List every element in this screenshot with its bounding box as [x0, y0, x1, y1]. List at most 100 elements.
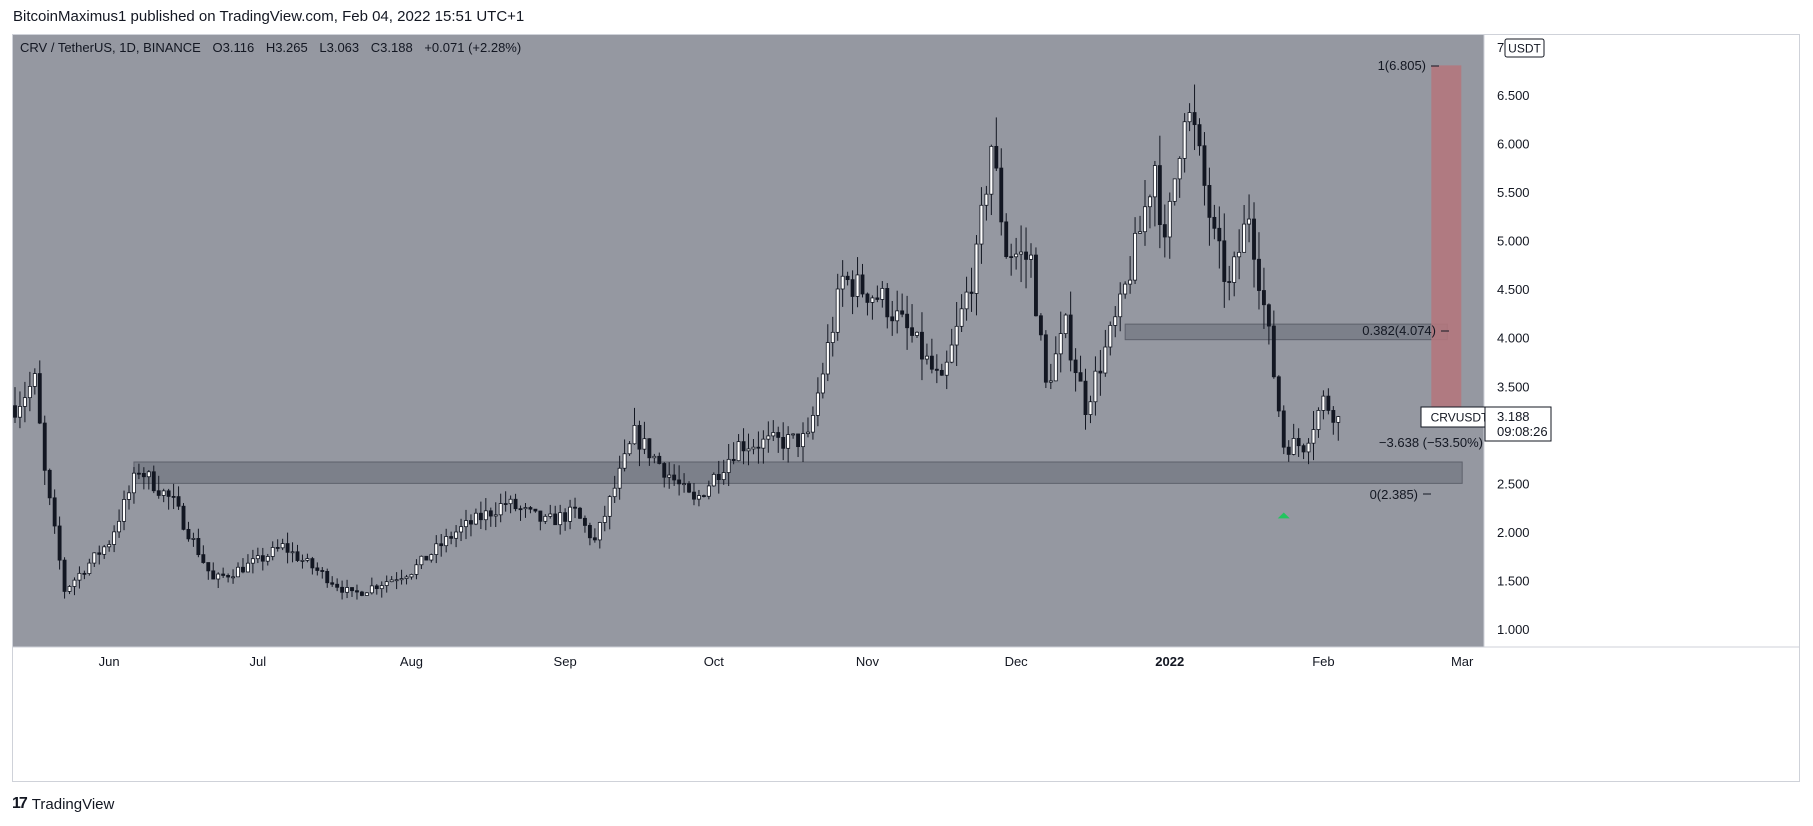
candle[interactable] — [781, 422, 786, 461]
candle[interactable] — [389, 576, 394, 583]
candle[interactable] — [340, 580, 345, 600]
candle[interactable] — [1316, 407, 1321, 438]
chart-frame[interactable]: CRV / TetherUS, 1D, BINANCE O3.116 H3.26… — [12, 34, 1800, 782]
candle[interactable] — [672, 464, 677, 486]
candle[interactable] — [498, 493, 503, 523]
candle[interactable] — [1123, 281, 1128, 299]
candle[interactable] — [974, 235, 979, 316]
candle[interactable] — [1232, 251, 1237, 297]
candle[interactable] — [1311, 411, 1316, 461]
candle[interactable] — [890, 300, 895, 336]
candle[interactable] — [394, 572, 399, 590]
candle[interactable] — [236, 562, 240, 578]
candle[interactable] — [692, 483, 696, 506]
candle[interactable] — [845, 271, 850, 286]
candle[interactable] — [226, 573, 231, 583]
candle[interactable] — [449, 531, 454, 545]
candle[interactable] — [305, 553, 310, 563]
time-axis[interactable]: Jun Jul Aug Sep Oct Nov Dec 2022 Feb Mar — [99, 654, 1474, 669]
candle[interactable] — [374, 584, 379, 595]
candle[interactable] — [62, 557, 67, 599]
candle[interactable] — [18, 391, 22, 429]
candle[interactable] — [493, 502, 498, 528]
candle[interactable] — [677, 465, 682, 496]
candle[interactable] — [1281, 405, 1286, 455]
candle[interactable] — [1009, 243, 1014, 276]
candle[interactable] — [895, 290, 900, 334]
candle[interactable] — [1187, 103, 1192, 132]
candle[interactable] — [905, 295, 910, 350]
candle[interactable] — [523, 502, 528, 518]
candle[interactable] — [77, 566, 82, 589]
candle[interactable] — [518, 505, 523, 521]
candle[interactable] — [558, 504, 563, 535]
candle[interactable] — [543, 514, 548, 525]
candle[interactable] — [419, 555, 424, 570]
candle[interactable] — [335, 578, 340, 592]
candle[interactable] — [1197, 118, 1202, 156]
candle[interactable] — [587, 522, 592, 546]
candle[interactable] — [592, 528, 597, 543]
candle[interactable] — [1138, 215, 1142, 234]
candle[interactable] — [1058, 311, 1063, 373]
candle[interactable] — [57, 516, 62, 570]
candle[interactable] — [231, 569, 236, 584]
candle[interactable] — [632, 407, 637, 445]
candle[interactable] — [216, 572, 221, 589]
candle[interactable] — [1257, 232, 1261, 310]
candle[interactable] — [1029, 243, 1033, 278]
candle[interactable] — [736, 434, 741, 462]
candle[interactable] — [835, 273, 840, 341]
candle[interactable] — [662, 461, 667, 488]
chart-canvas[interactable]: CRV / TetherUS, 1D, BINANCE O3.116 H3.26… — [13, 35, 1799, 781]
candle[interactable] — [825, 324, 830, 382]
candle[interactable] — [553, 505, 558, 526]
candle[interactable] — [711, 472, 716, 487]
candle[interactable] — [369, 577, 374, 595]
measure-box[interactable] — [1431, 65, 1462, 417]
candle[interactable] — [617, 455, 622, 500]
candle[interactable] — [756, 431, 761, 464]
candle[interactable] — [533, 508, 538, 513]
candle[interactable] — [1043, 330, 1048, 389]
candle[interactable] — [176, 486, 181, 510]
candle[interactable] — [444, 528, 449, 553]
candle[interactable] — [830, 316, 835, 357]
candle[interactable] — [127, 485, 131, 510]
candle[interactable] — [1024, 227, 1028, 289]
candle[interactable] — [399, 569, 404, 585]
candle[interactable] — [1103, 329, 1108, 377]
candle[interactable] — [265, 553, 270, 566]
candle[interactable] — [1167, 192, 1172, 259]
candle[interactable] — [102, 544, 107, 559]
candle[interactable] — [186, 521, 191, 542]
candle[interactable] — [1148, 194, 1152, 229]
candle[interactable] — [786, 426, 791, 463]
candle[interactable] — [578, 506, 582, 519]
candle[interactable] — [999, 148, 1004, 236]
candle[interactable] — [280, 538, 285, 551]
candle[interactable] — [241, 558, 245, 574]
candle[interactable] — [345, 579, 349, 599]
candle[interactable] — [850, 270, 855, 315]
candle[interactable] — [647, 438, 652, 466]
candle[interactable] — [969, 267, 974, 312]
candle[interactable] — [245, 554, 250, 573]
candle[interactable] — [285, 532, 290, 564]
candle[interactable] — [112, 525, 117, 553]
candle[interactable] — [1207, 167, 1212, 246]
candle[interactable] — [815, 377, 820, 427]
candle[interactable] — [13, 387, 17, 424]
candle[interactable] — [1212, 204, 1217, 240]
candle[interactable] — [1078, 355, 1083, 382]
candle[interactable] — [310, 556, 315, 575]
candle[interactable] — [320, 567, 325, 579]
candle[interactable] — [870, 295, 875, 320]
candle[interactable] — [855, 257, 860, 308]
candle[interactable] — [42, 415, 47, 485]
candle[interactable] — [290, 542, 295, 563]
candle[interactable] — [1118, 282, 1123, 332]
candle[interactable] — [117, 509, 122, 538]
candle[interactable] — [1237, 229, 1242, 280]
candle[interactable] — [315, 562, 320, 576]
